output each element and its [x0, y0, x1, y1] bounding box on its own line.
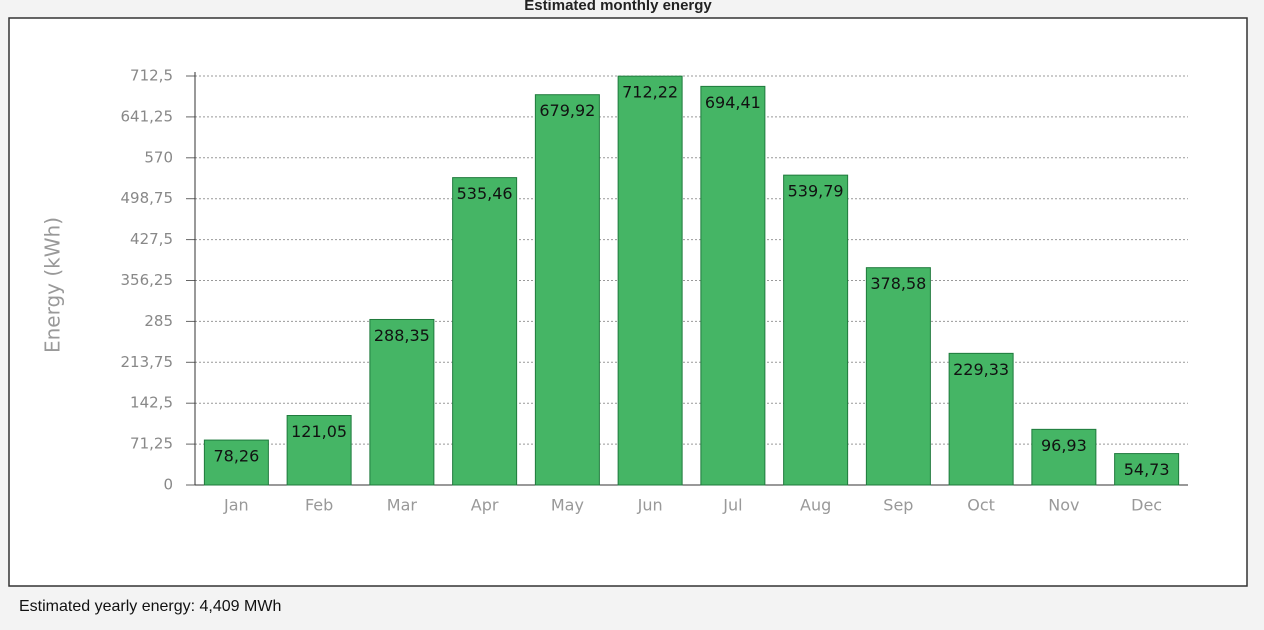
bar: [534, 94, 600, 486]
value-label: 121,05: [291, 422, 347, 441]
y-tick-label: 285: [144, 312, 173, 330]
value-label: 539,79: [788, 182, 844, 201]
value-label: 378,58: [870, 274, 926, 293]
value-label: 712,22: [622, 83, 678, 102]
footer-text: Estimated yearly energy: 4,409 MWh: [19, 598, 281, 615]
x-tick-label: Jan: [223, 496, 249, 515]
bar: [617, 75, 683, 486]
y-tick-label: 0: [163, 476, 173, 494]
value-label: 96,93: [1041, 436, 1087, 455]
x-tick-label: Oct: [967, 496, 995, 515]
bar: [203, 439, 269, 486]
value-label: 229,33: [953, 360, 1009, 379]
bar: [452, 177, 518, 486]
x-tick-label: Jul: [722, 496, 742, 515]
bar: [369, 318, 435, 486]
bar: [1031, 428, 1097, 486]
x-tick-label: Feb: [305, 496, 333, 515]
x-tick-label: Dec: [1131, 496, 1162, 515]
y-axis-label: Energy (kWh): [41, 217, 65, 353]
y-tick-label: 427,5: [130, 230, 173, 248]
value-label: 78,26: [213, 447, 259, 466]
value-label: 694,41: [705, 93, 761, 112]
bar: [783, 174, 849, 486]
y-tick-label: 71,25: [130, 435, 173, 453]
bar: [286, 415, 352, 486]
y-tick-label: 356,25: [121, 271, 174, 289]
bar: [865, 267, 931, 486]
value-label: 54,73: [1124, 460, 1170, 479]
x-tick-label: Apr: [471, 496, 499, 515]
x-tick-label: Mar: [387, 496, 418, 515]
x-tick-label: Aug: [800, 496, 831, 515]
bar: [948, 352, 1014, 486]
chart-title: Estimated monthly energy: [524, 0, 712, 14]
x-tick-label: May: [551, 496, 584, 515]
y-tick-label: 142,5: [130, 394, 173, 412]
y-tick-label: 641,25: [121, 107, 174, 125]
x-tick-label: Sep: [883, 496, 913, 515]
y-tick-label: 570: [144, 148, 173, 166]
bar: [1114, 453, 1180, 486]
bar: [700, 85, 766, 486]
value-label: 535,46: [457, 184, 513, 203]
x-tick-label: Nov: [1048, 496, 1079, 515]
y-tick-label: 213,75: [121, 353, 174, 371]
x-tick-label: Jun: [637, 496, 663, 515]
value-label: 288,35: [374, 326, 430, 345]
value-label: 679,92: [539, 101, 595, 120]
y-tick-label: 498,75: [121, 189, 174, 207]
y-tick-label: 712,5: [130, 67, 173, 85]
